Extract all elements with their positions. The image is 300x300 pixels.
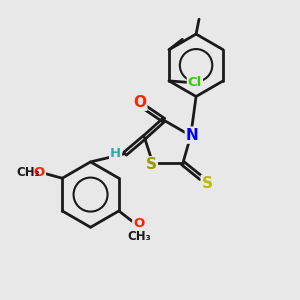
Text: S: S: [146, 157, 157, 172]
Text: Cl: Cl: [188, 76, 202, 89]
Text: O: O: [133, 217, 144, 230]
Text: H: H: [110, 147, 121, 160]
Text: O: O: [34, 166, 45, 179]
Text: CH₃: CH₃: [17, 166, 40, 179]
Text: N: N: [186, 128, 199, 142]
Text: S: S: [202, 176, 213, 191]
Text: O: O: [133, 95, 146, 110]
Text: CH₃: CH₃: [127, 230, 151, 243]
